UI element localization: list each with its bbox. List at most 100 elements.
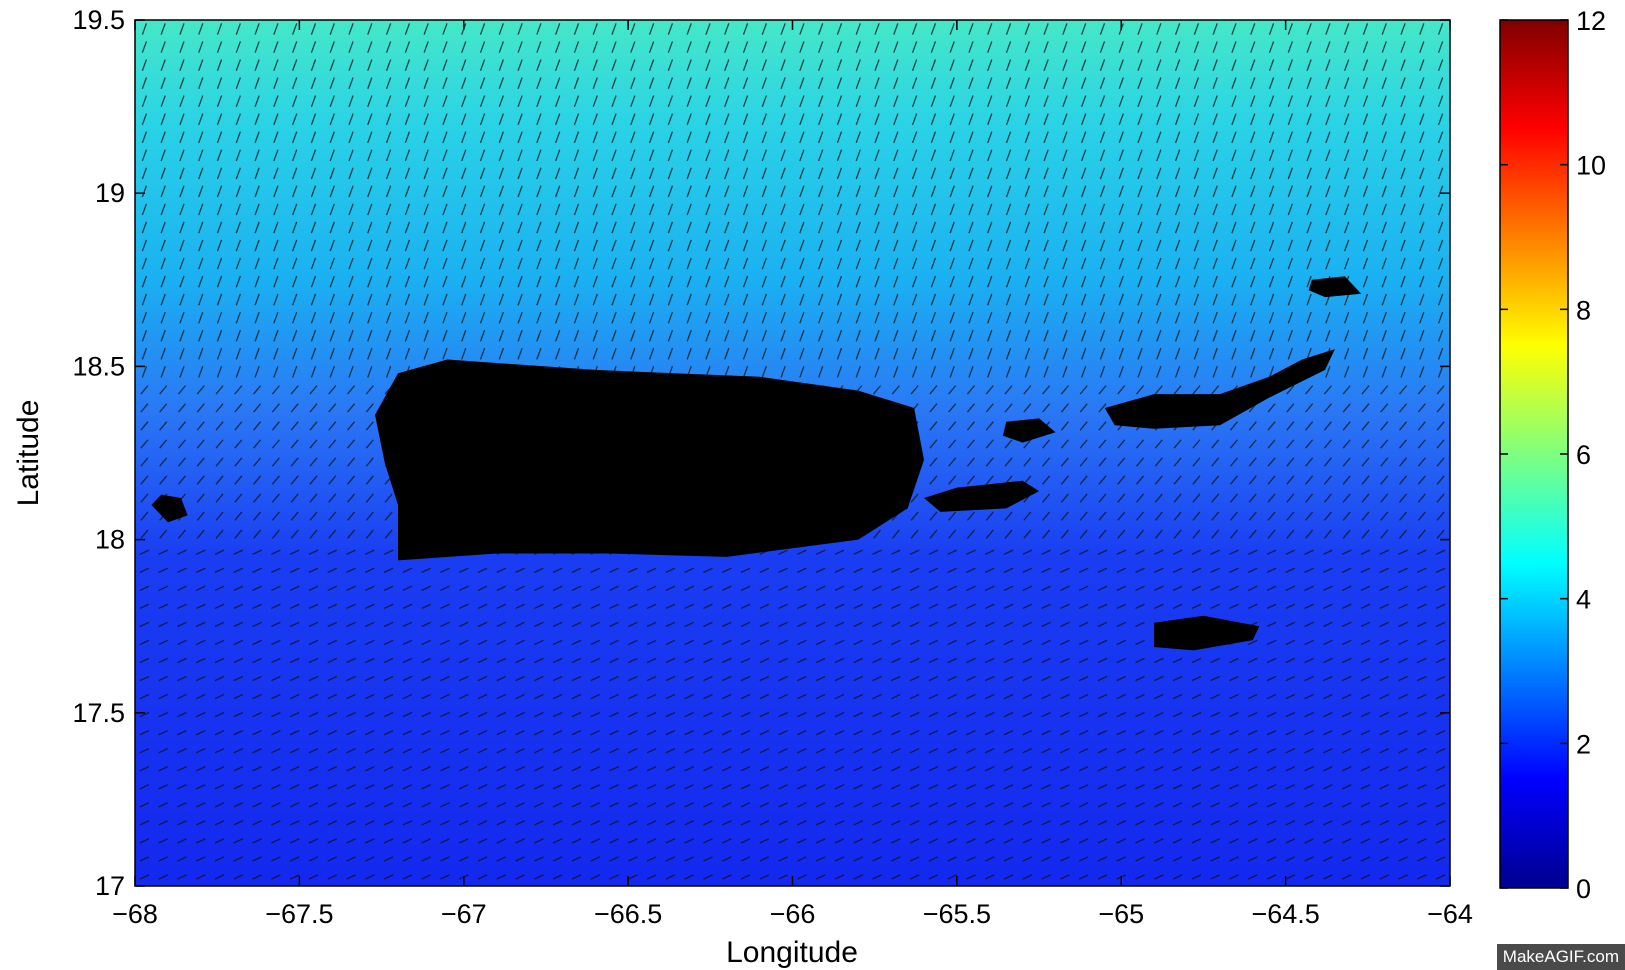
wave-arrow — [1156, 167, 1162, 180]
wave-arrow — [498, 203, 504, 216]
wave-arrow — [836, 41, 843, 53]
wave-arrow — [440, 766, 450, 772]
wave-arrow — [1325, 167, 1331, 180]
wave-arrow — [703, 856, 713, 862]
wave-arrow — [1003, 874, 1014, 880]
wave-arrow — [1344, 131, 1350, 144]
wave-arrow — [909, 675, 920, 682]
wave-arrow — [461, 239, 467, 252]
wave-arrow — [271, 784, 281, 790]
wave-arrow — [721, 711, 732, 718]
wave-arrow — [573, 41, 580, 53]
wave-arrow — [1323, 529, 1332, 539]
wave-arrow — [893, 311, 899, 324]
wave-arrow — [1323, 820, 1333, 826]
wave-arrow — [1212, 23, 1218, 35]
wave-arrow — [1248, 511, 1257, 521]
wave-arrow — [1154, 675, 1164, 682]
wave-arrow — [1078, 874, 1089, 880]
wave-arrow — [968, 347, 974, 360]
wave-arrow — [1041, 585, 1051, 592]
wave-arrow — [797, 766, 807, 772]
wave-arrow — [855, 113, 861, 126]
wave-arrow — [253, 385, 262, 395]
wave-arrow — [686, 149, 692, 162]
wave-arrow — [292, 77, 298, 90]
wave-arrow — [1099, 257, 1106, 270]
wave-arrow — [780, 293, 786, 306]
wave-arrow — [158, 766, 168, 772]
wave-arrow — [611, 149, 617, 162]
wave-arrow — [893, 329, 899, 342]
x-tick-label: −64 — [1427, 899, 1473, 929]
wave-arrow — [1173, 385, 1182, 395]
wave-arrow — [1005, 365, 1012, 378]
wave-arrow — [609, 784, 619, 790]
wave-arrow — [273, 239, 279, 252]
wave-arrow — [1136, 529, 1145, 539]
y-tick-label: 19 — [95, 178, 125, 208]
wave-arrow — [947, 567, 957, 573]
wave-arrow — [891, 585, 901, 592]
wave-arrow — [815, 874, 826, 880]
wave-arrow — [367, 275, 373, 288]
wave-arrow — [667, 329, 674, 342]
wave-arrow — [216, 23, 223, 35]
wave-arrow — [309, 385, 318, 395]
wave-arrow — [667, 149, 674, 162]
wave-arrow — [1174, 275, 1181, 288]
wave-arrow — [818, 365, 824, 378]
wave-arrow — [1435, 838, 1446, 844]
wave-arrow — [646, 657, 657, 664]
wave-arrow — [1379, 838, 1390, 844]
wave-arrow — [740, 621, 751, 628]
wave-arrow — [778, 711, 788, 718]
wave-arrow — [367, 257, 373, 270]
wave-arrow — [628, 729, 638, 736]
wave-arrow — [536, 329, 542, 342]
wave-arrow — [160, 77, 166, 90]
wave-arrow — [498, 239, 504, 252]
wave-arrow — [160, 167, 166, 180]
wave-arrow — [1287, 41, 1293, 53]
wave-arrow — [421, 657, 431, 664]
wave-arrow — [1435, 675, 1446, 682]
wave-arrow — [1156, 329, 1162, 342]
wave-arrow — [1023, 529, 1032, 539]
wave-arrow — [1247, 874, 1258, 880]
wave-arrow — [517, 203, 523, 216]
wave-arrow — [534, 802, 544, 808]
wave-arrow — [461, 167, 467, 180]
wave-arrow — [1022, 621, 1033, 628]
wave-arrow — [534, 567, 544, 573]
wave-arrow — [1099, 347, 1106, 360]
wave-arrow — [308, 784, 319, 790]
wave-arrow — [310, 347, 317, 360]
wave-arrow — [1024, 95, 1030, 108]
wave-arrow — [742, 131, 749, 144]
wave-arrow — [402, 784, 413, 790]
wave-arrow — [1229, 675, 1239, 682]
wave-arrow — [289, 657, 300, 664]
wave-arrow — [1437, 23, 1444, 35]
wave-arrow — [984, 820, 995, 826]
wave-arrow — [761, 23, 767, 35]
wave-arrow — [1022, 784, 1033, 790]
wave-arrow — [1174, 167, 1181, 180]
wave-arrow — [1344, 95, 1350, 108]
wave-arrow — [815, 766, 826, 772]
wave-arrow — [592, 257, 598, 270]
wave-arrow — [984, 838, 995, 844]
wave-arrow — [1381, 167, 1387, 180]
wave-arrow — [628, 874, 638, 880]
wave-arrow — [928, 729, 939, 736]
wave-arrow — [1172, 675, 1183, 682]
wave-arrow — [815, 802, 826, 808]
wave-arrow — [421, 603, 431, 610]
wave-arrow — [1154, 529, 1163, 539]
wave-arrow — [158, 784, 168, 790]
wave-arrow — [646, 639, 657, 646]
wave-arrow — [1098, 385, 1107, 395]
wave-arrow — [310, 275, 317, 288]
wave-arrow — [684, 603, 694, 610]
